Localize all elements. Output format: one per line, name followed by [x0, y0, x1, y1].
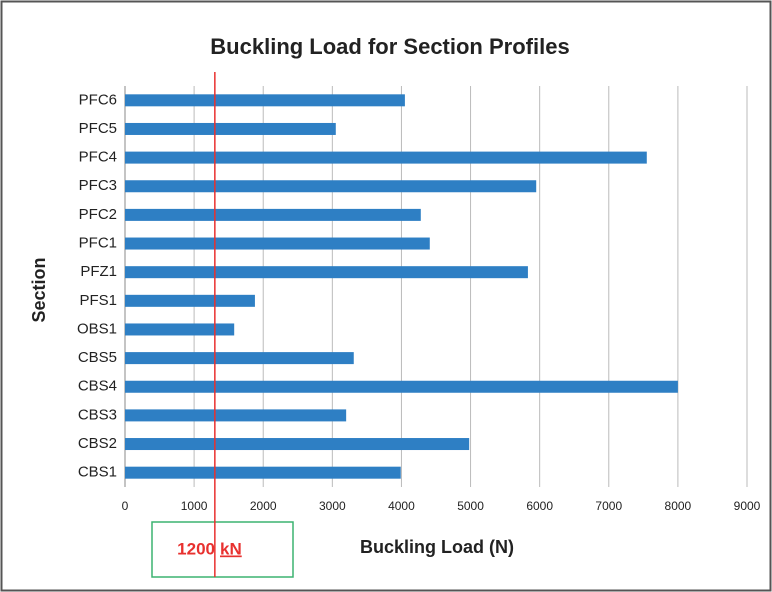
x-tick-label: 1000 — [181, 499, 208, 513]
bar — [125, 466, 401, 479]
chart-title: Buckling Load for Section Profiles — [210, 34, 569, 59]
bar — [125, 94, 405, 107]
bar — [125, 151, 647, 164]
x-tick-label: 7000 — [595, 499, 622, 513]
bar — [125, 122, 336, 135]
y-tick-label: CBS3 — [78, 406, 117, 423]
x-tick-label: 2000 — [250, 499, 277, 513]
y-tick-label: PFC4 — [79, 149, 117, 166]
bar — [125, 409, 347, 422]
x-tick-label: 3000 — [319, 499, 346, 513]
bar — [125, 323, 235, 336]
y-tick-label: OBS1 — [77, 320, 117, 337]
bar — [125, 237, 430, 250]
x-tick-label: 8000 — [665, 499, 692, 513]
bar — [125, 294, 255, 307]
y-tick-label: PFC5 — [79, 120, 117, 137]
bar — [125, 266, 528, 279]
x-tick-label: 9000 — [734, 499, 761, 513]
bar — [125, 352, 354, 365]
y-tick-label: PFC1 — [79, 235, 117, 252]
bar — [125, 180, 537, 193]
y-tick-label: CBS1 — [78, 464, 117, 481]
x-axis-label: Buckling Load (N) — [360, 537, 514, 557]
y-tick-label: PFC3 — [79, 177, 117, 194]
x-tick-label: 4000 — [388, 499, 415, 513]
y-tick-label: PFZ1 — [80, 263, 117, 280]
y-tick-label: PFS1 — [79, 292, 117, 309]
x-tick-label: 6000 — [526, 499, 553, 513]
y-tick-label: CBS4 — [78, 378, 117, 395]
annotation-unit: kN — [220, 539, 242, 558]
y-axis-label: Section — [29, 257, 49, 322]
y-tick-label: PFC6 — [79, 91, 117, 108]
y-tick-label: CBS2 — [78, 435, 117, 452]
annotation-box — [151, 521, 294, 578]
x-tick-label: 0 — [122, 499, 129, 513]
x-tick-label: 5000 — [457, 499, 484, 513]
bar — [125, 208, 421, 221]
bar — [125, 380, 678, 393]
bar — [125, 438, 470, 451]
y-tick-label: CBS5 — [78, 349, 117, 366]
y-tick-label: PFC2 — [79, 206, 117, 223]
annotation-value: 1200 — [177, 539, 215, 558]
